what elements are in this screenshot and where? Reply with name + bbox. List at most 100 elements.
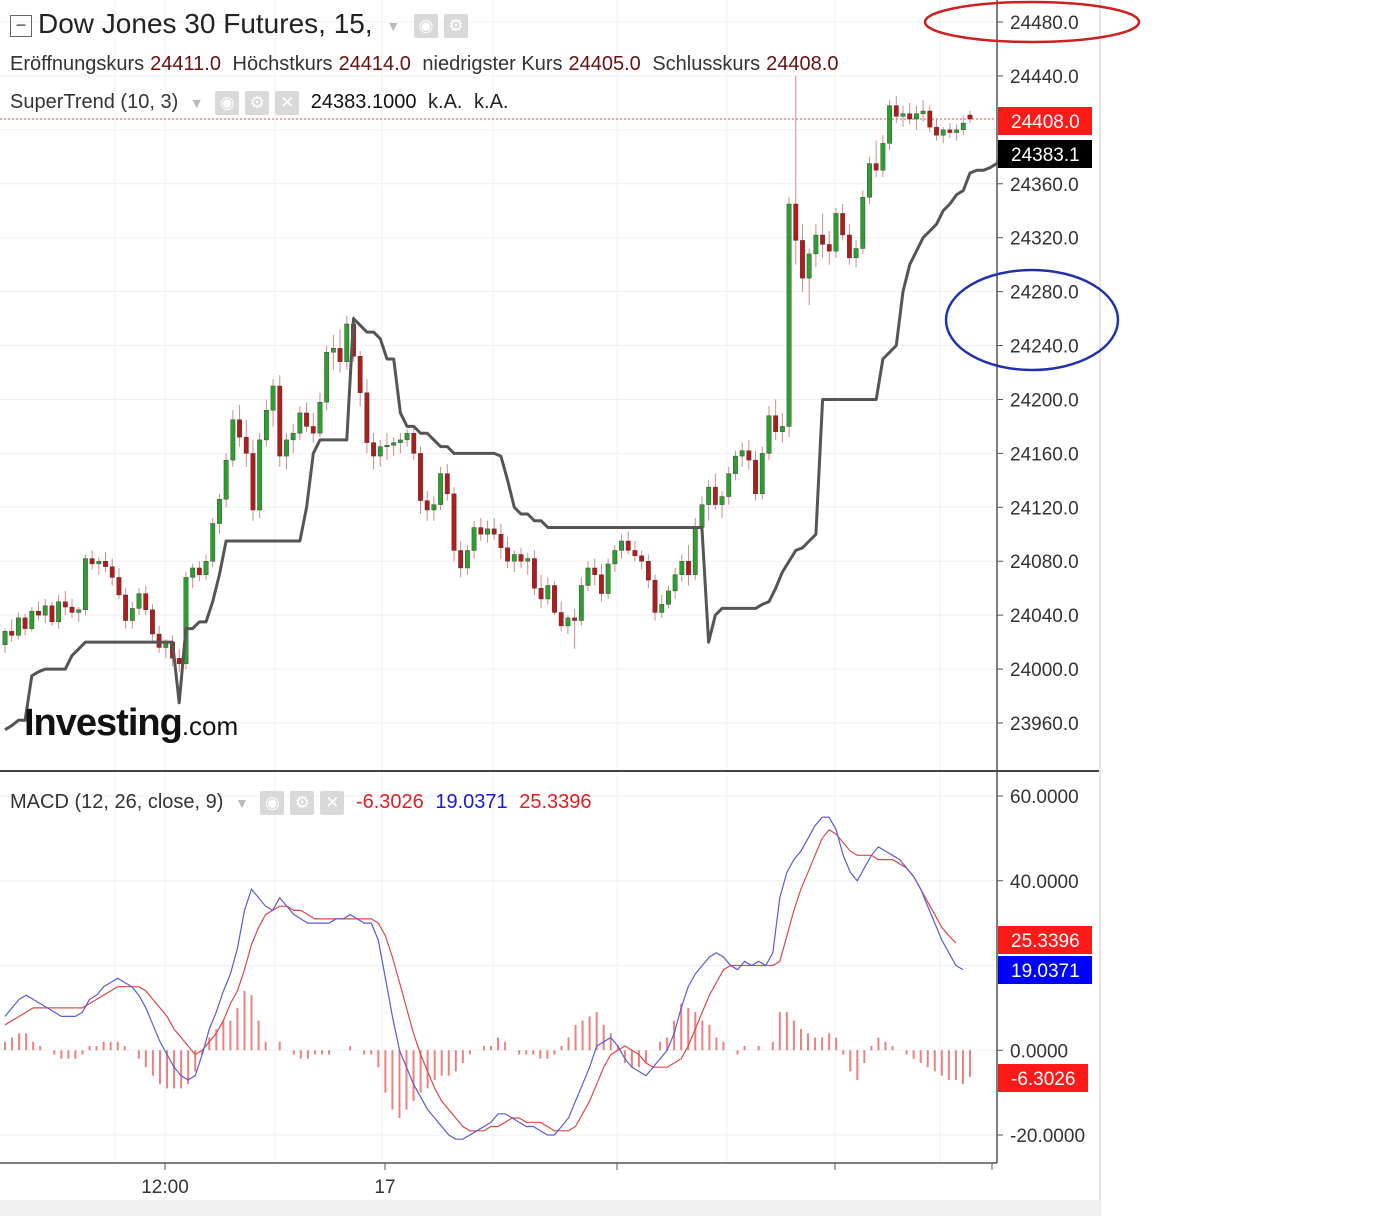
candle-body [605,563,611,594]
candle-body [29,610,35,629]
gear-icon[interactable]: ⚙ [444,13,469,38]
ohlc-legend: Eröffnungskurs 24411.0 Höchstkurs 24414.0 … [10,52,844,76]
candle-body [800,240,805,279]
candle-body [344,323,350,362]
candle-body [330,348,336,353]
candle-body [357,356,363,393]
candle-body [444,473,450,495]
gear-icon[interactable]: ⚙ [290,790,315,815]
close-value: 24408.0 [766,53,839,75]
candle-body [183,577,189,664]
candle-body [538,587,544,600]
candle-body [391,442,397,446]
time-tick-label: 12:00 [141,1177,189,1198]
candle-body [773,415,779,433]
candle-body [284,439,289,457]
price-tick-label: 24280.0 [1010,283,1079,304]
macd-label: MACD (12, 26, close, 9) [10,791,224,813]
price-tick-label: 24120.0 [1010,498,1079,519]
candle-body [826,244,832,252]
candle-body [733,455,738,474]
macd-signal-value: 25.3396 [519,791,592,813]
candle-body [779,426,785,433]
candle-body [317,401,323,434]
candle-body [203,561,209,575]
candle-body [726,473,732,497]
candle-body [304,412,309,427]
candle-body [109,566,115,578]
price-tick-label: 24480.0 [1010,13,1079,34]
candle-body [511,554,517,562]
candle-body [458,550,464,569]
candle-body [585,567,591,586]
supertrend-polyline [4,151,1005,731]
candle-body [612,550,618,565]
candle-body [947,129,953,133]
candle-body [36,610,41,616]
candle-body [545,585,551,600]
supertrend-label: SuperTrend (10, 3) [10,91,179,113]
candle-body [69,606,75,613]
price-tick-label: 24080.0 [1010,552,1079,573]
candle-body [739,450,745,457]
candle-body [263,410,269,441]
chevron-down-icon[interactable]: ▼ [234,794,249,811]
macd-pane [4,816,971,1140]
price-tick-label: 24160.0 [1010,444,1079,465]
candle-body [893,105,899,117]
eye-icon[interactable]: ◉ [215,90,240,115]
candle-body [270,385,276,411]
candle-body [243,437,249,454]
candle-body [230,419,236,461]
investing-logo: Investing.com [24,702,238,745]
eye-icon[interactable]: ◉ [260,790,285,815]
candle-body [210,523,216,562]
macd-legend: MACD (12, 26, close, 9) ▼ ◉ ⚙ ✕ -6.3026 19… [10,790,598,815]
candle-body [190,567,196,578]
candle-body [337,348,343,362]
supertrend-legend: SuperTrend (10, 3) ▼ ◉ ⚙ ✕ 24383.1000 k.A.… [10,90,514,115]
candle-body [706,486,712,505]
candle-body [712,486,718,505]
candle-body [672,574,678,592]
macd-tick-label: 60.0000 [1010,787,1079,808]
candle-body [42,605,48,616]
candle-body [786,203,792,427]
candle-body [411,432,417,454]
low-value: 24405.0 [568,53,641,75]
price-tick-label: 24320.0 [1010,229,1079,250]
candle-body [364,392,370,443]
candle-body [143,593,149,610]
macd-tag: 19.0371 [1011,961,1080,982]
candle-body [639,555,645,562]
gear-icon[interactable]: ⚙ [245,90,270,115]
candle-body [766,415,772,454]
chevron-down-icon[interactable]: ▼ [386,17,401,34]
eye-icon[interactable]: ◉ [414,13,439,38]
annotations [923,0,1141,372]
candle-body [217,499,222,524]
chevron-down-icon[interactable]: ▼ [189,94,204,111]
collapse-icon[interactable]: − [10,14,32,37]
supertrend-na-1: k.A. [428,91,463,113]
candle-body [699,504,705,528]
close-icon[interactable]: ✕ [275,90,300,115]
time-tick-label: 17 [374,1177,395,1198]
candle-body [625,540,631,551]
candle-body [431,504,437,511]
blue-ellipse-annotation [944,268,1120,372]
candle-body [196,567,202,575]
candle-body [377,446,383,457]
candle-body [619,540,624,551]
candle-body [471,527,477,551]
candle-body [860,197,866,249]
logo-main: Investing [24,702,183,744]
candle-body [76,609,82,613]
candle-body [900,113,906,117]
candle-body [424,500,430,511]
candle-body [56,601,62,623]
close-icon[interactable]: ✕ [320,790,345,815]
macd-value: 19.0371 [435,791,508,813]
price-tick-label: 24040.0 [1010,606,1079,627]
